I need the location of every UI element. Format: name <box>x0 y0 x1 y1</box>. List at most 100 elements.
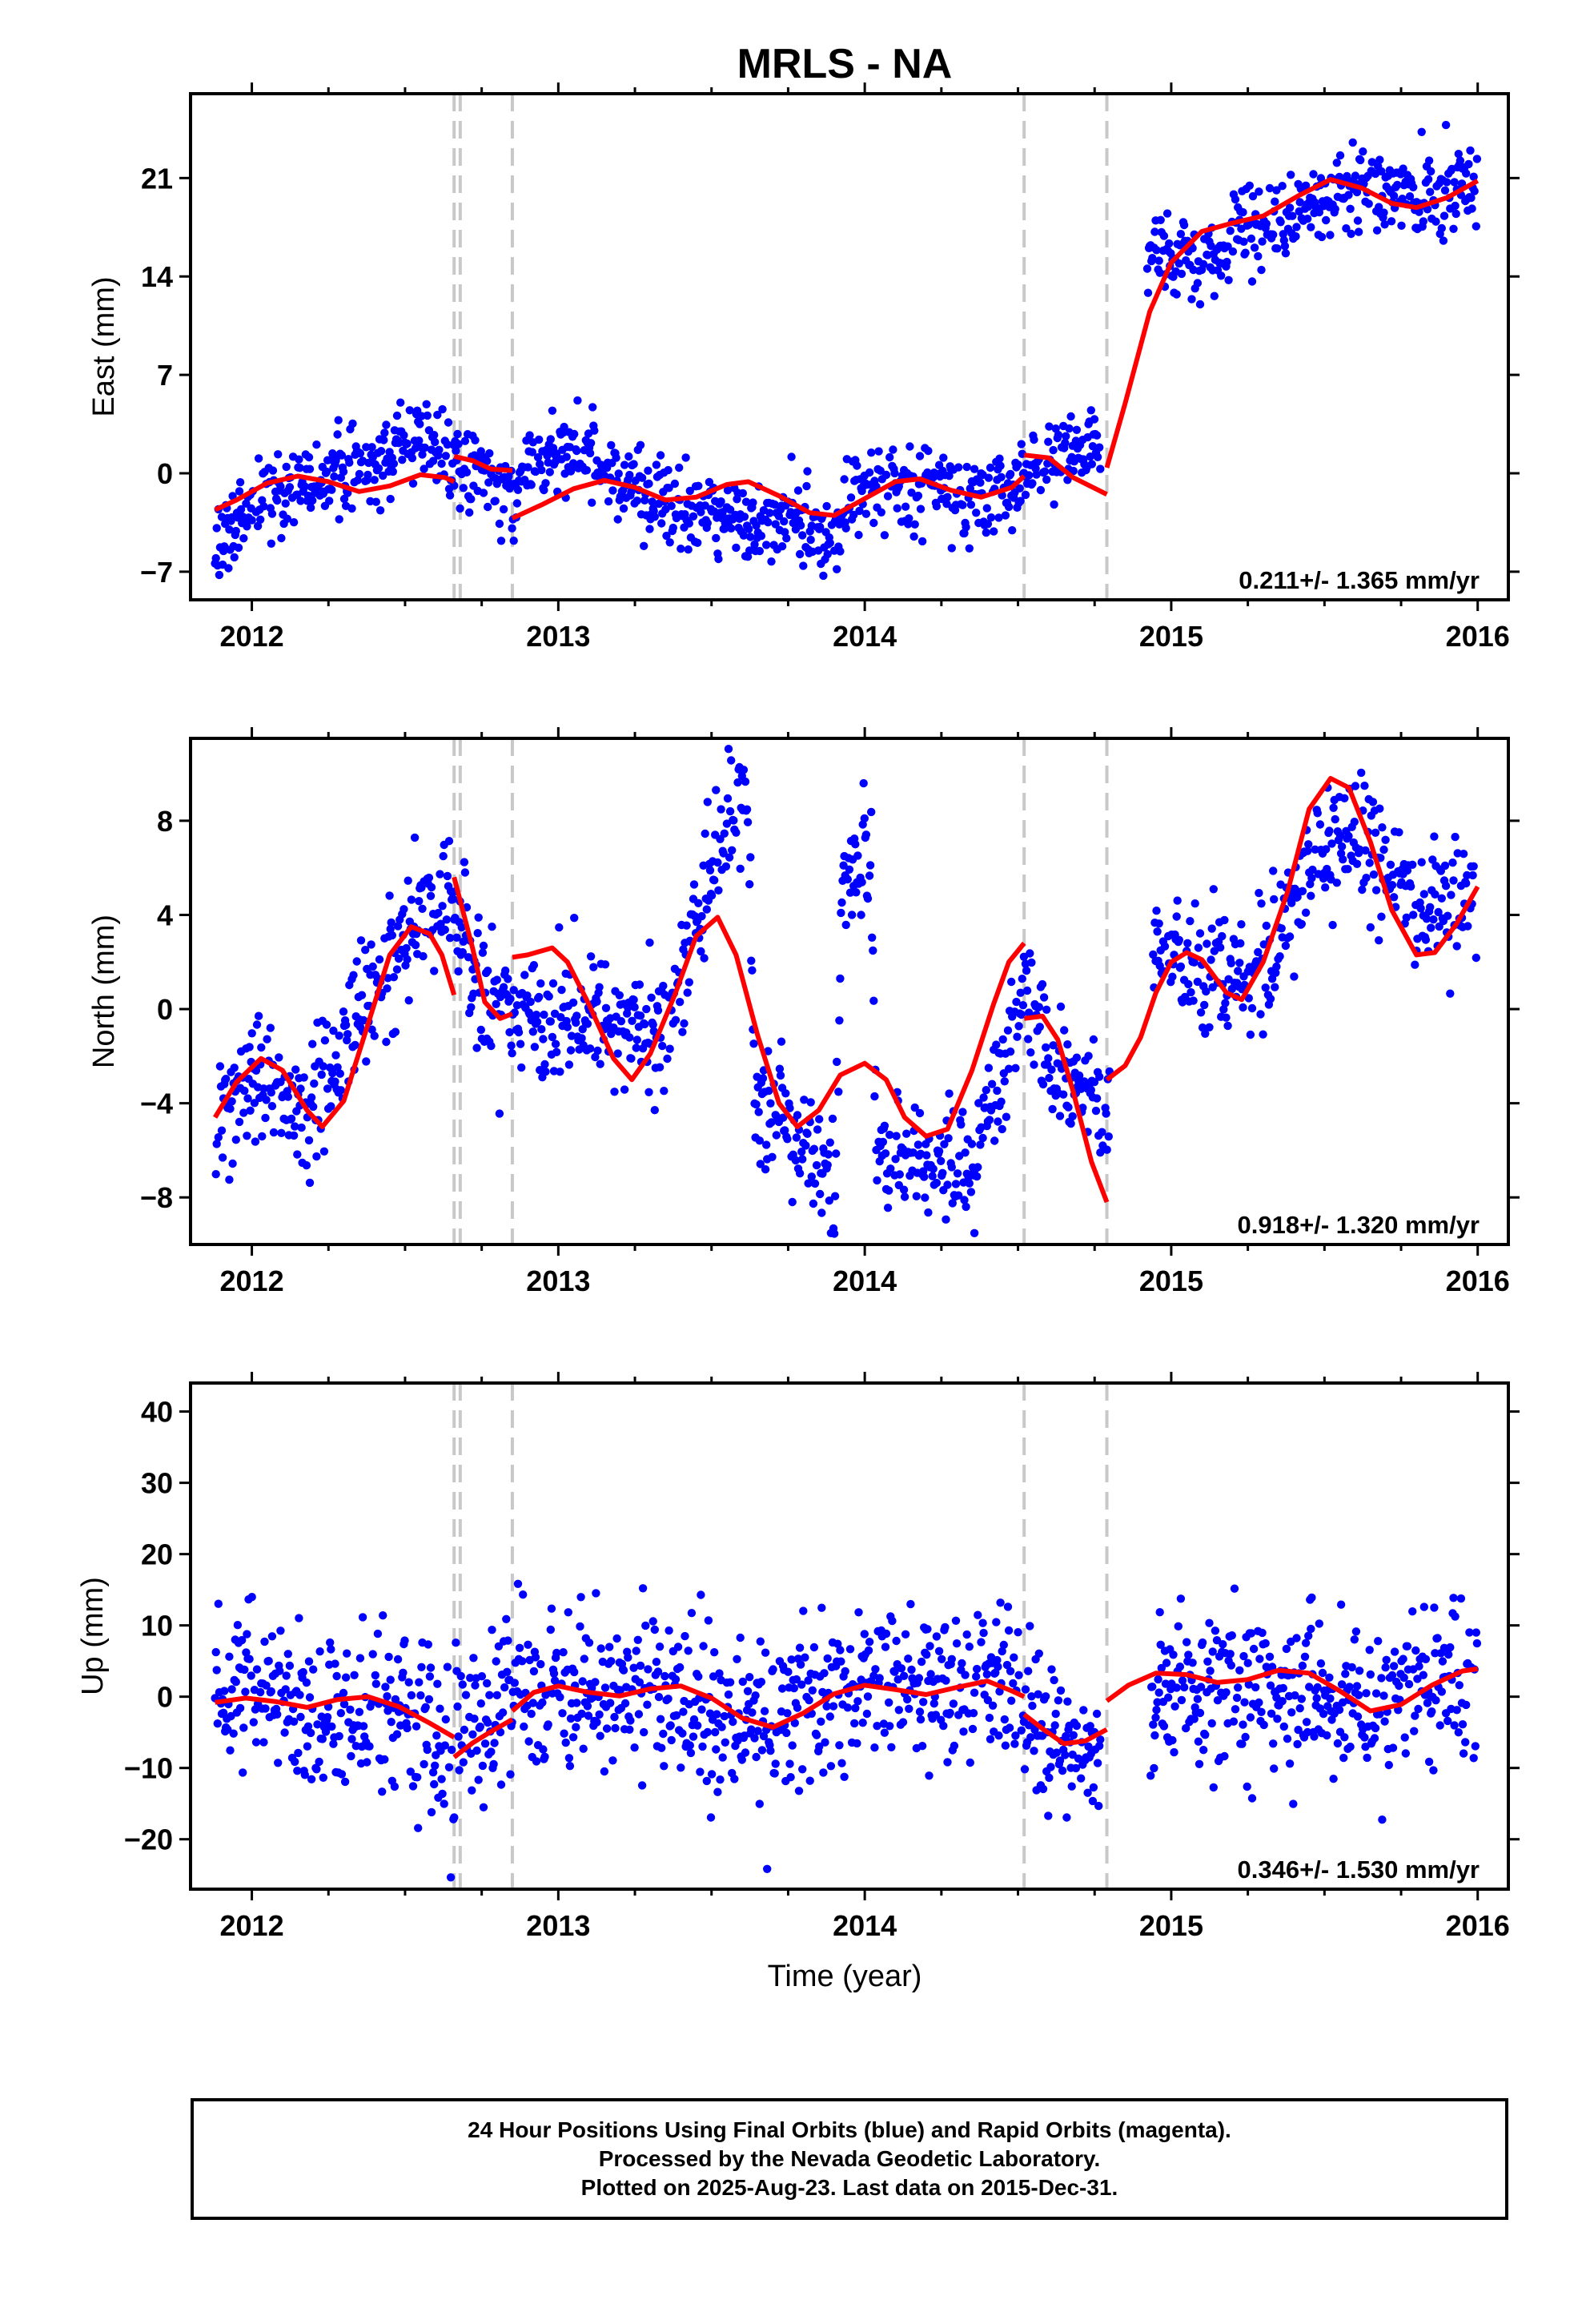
data-point <box>755 1799 764 1808</box>
data-point <box>1179 220 1189 230</box>
data-point <box>977 1638 986 1647</box>
data-point <box>1201 1029 1210 1039</box>
data-point <box>694 1672 703 1681</box>
data-point <box>1063 476 1072 485</box>
data-point <box>1427 167 1435 176</box>
data-point <box>1411 1711 1419 1720</box>
data-point <box>570 429 579 439</box>
data-point <box>1002 1112 1011 1121</box>
data-point <box>1468 870 1477 880</box>
data-point <box>564 1754 574 1763</box>
data-point <box>443 871 452 881</box>
data-point <box>339 1688 348 1698</box>
data-point <box>957 1120 966 1129</box>
data-point <box>755 1136 764 1145</box>
data-point <box>681 453 690 462</box>
data-point <box>745 525 753 533</box>
data-point <box>812 1731 821 1739</box>
data-point <box>1265 1652 1275 1661</box>
data-point <box>1177 269 1186 279</box>
data-point <box>766 1747 775 1755</box>
data-point <box>974 1099 983 1108</box>
data-point <box>307 1093 316 1102</box>
data-point <box>548 1032 557 1042</box>
data-point <box>235 487 244 496</box>
data-point <box>810 1179 820 1188</box>
data-point <box>267 1102 277 1111</box>
data-point <box>1062 432 1070 440</box>
data-point <box>436 1704 444 1713</box>
data-point <box>1027 958 1036 967</box>
data-point <box>912 1192 921 1200</box>
data-point <box>1246 1713 1255 1722</box>
data-point <box>549 1669 559 1678</box>
plot-frame <box>189 1381 1510 1891</box>
plot-area-east <box>211 94 1482 600</box>
data-point <box>337 1770 347 1779</box>
data-point <box>212 524 221 533</box>
data-point <box>824 1150 833 1159</box>
data-point <box>725 853 734 862</box>
data-point <box>1310 1732 1319 1741</box>
data-point <box>1077 1774 1086 1783</box>
x-tick-label: 2015 <box>1139 620 1203 653</box>
data-point <box>655 1063 665 1072</box>
data-point <box>752 1100 761 1109</box>
data-point <box>638 1584 648 1593</box>
data-point <box>1239 1651 1248 1661</box>
data-point <box>235 478 245 487</box>
data-point <box>822 501 831 511</box>
data-point <box>1190 1715 1199 1723</box>
data-point <box>1452 942 1461 951</box>
data-point <box>1279 230 1288 239</box>
data-point <box>684 1647 693 1655</box>
data-point <box>1093 1759 1102 1767</box>
data-point <box>1152 907 1161 915</box>
data-point <box>846 493 856 502</box>
data-point <box>335 1731 343 1741</box>
data-point <box>629 1663 638 1672</box>
data-point <box>302 1678 311 1687</box>
data-point <box>329 1739 338 1748</box>
data-point <box>777 1684 787 1693</box>
data-point <box>736 864 745 874</box>
data-point <box>1259 940 1268 949</box>
data-point <box>676 998 685 1007</box>
data-point <box>1025 1008 1034 1017</box>
data-point <box>235 1703 245 1713</box>
data-point <box>310 1079 319 1088</box>
data-point <box>1448 858 1457 867</box>
data-point <box>815 1115 824 1124</box>
data-point <box>514 1027 524 1037</box>
data-point <box>837 898 846 907</box>
data-point <box>761 1648 770 1657</box>
data-point <box>945 1089 954 1098</box>
data-point <box>484 1718 492 1727</box>
data-point <box>698 1742 707 1751</box>
data-point <box>865 871 874 880</box>
data-point <box>260 1637 269 1647</box>
data-point <box>1309 170 1318 179</box>
data-point <box>1045 1773 1054 1783</box>
data-point <box>247 1671 255 1680</box>
data-point <box>1438 1657 1447 1666</box>
data-point <box>1307 874 1316 883</box>
data-point <box>1384 1760 1394 1770</box>
data-point <box>901 502 910 511</box>
data-point <box>770 500 779 509</box>
data-point <box>335 1031 343 1040</box>
data-point <box>716 1775 725 1784</box>
data-point <box>1419 890 1429 899</box>
data-point <box>917 1742 927 1751</box>
data-point <box>737 1755 746 1764</box>
data-point <box>853 461 861 470</box>
data-point <box>570 914 579 923</box>
data-point <box>768 1152 777 1162</box>
data-point <box>387 918 396 927</box>
data-point <box>544 1720 552 1729</box>
data-point <box>939 1721 948 1731</box>
y-tick-label: 4 <box>157 899 173 931</box>
data-point <box>1042 1005 1051 1015</box>
data-point <box>1072 1721 1082 1731</box>
data-point <box>453 429 462 439</box>
